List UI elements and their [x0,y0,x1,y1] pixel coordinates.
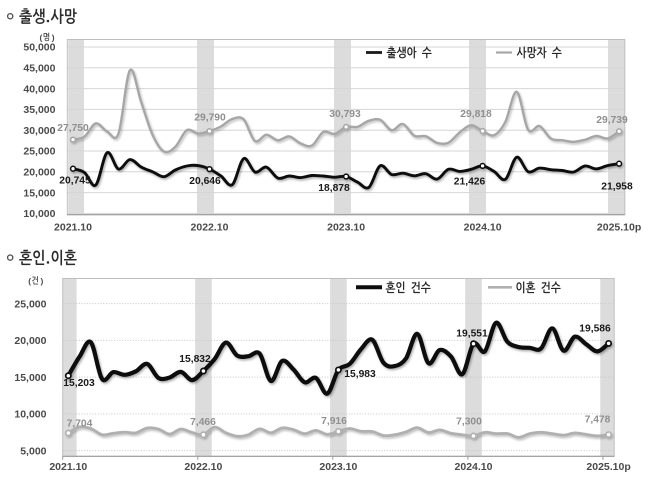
svg-text:7,704: 7,704 [67,418,93,429]
svg-text:15,000: 15,000 [23,187,55,199]
svg-text:20,000: 20,000 [14,335,46,347]
svg-text:): ) [52,33,55,43]
svg-text:2021.10: 2021.10 [54,222,92,234]
svg-text:21,426: 21,426 [454,177,486,188]
svg-text:5,000: 5,000 [20,445,46,457]
svg-text:7,300: 7,300 [456,417,482,428]
svg-text:20,000: 20,000 [23,167,55,179]
svg-text:2023.10: 2023.10 [319,461,357,473]
svg-text:45,000: 45,000 [23,63,55,75]
svg-text:30,000: 30,000 [23,125,55,137]
svg-text:29,790: 29,790 [194,112,226,123]
svg-text:(: ( [40,33,43,43]
svg-text:15,832: 15,832 [179,354,211,365]
svg-text:2022.10: 2022.10 [184,461,222,473]
svg-text:7,478: 7,478 [585,414,611,425]
svg-text:50,000: 50,000 [23,42,55,54]
svg-text:40,000: 40,000 [23,83,55,95]
svg-text:29,739: 29,739 [596,115,628,126]
svg-text:19,586: 19,586 [579,324,611,335]
svg-text:7,916: 7,916 [321,416,347,427]
svg-text:25,000: 25,000 [23,146,55,158]
svg-text:10,000: 10,000 [23,208,55,220]
svg-text:(: ( [28,276,31,286]
svg-text:): ) [41,276,44,286]
svg-text:7,466: 7,466 [190,417,216,428]
svg-text:15,203: 15,203 [63,378,95,389]
svg-text:2024.10: 2024.10 [464,222,502,234]
svg-text:27,750: 27,750 [57,123,89,134]
svg-text:29,818: 29,818 [460,109,492,120]
svg-text:25,000: 25,000 [14,298,46,310]
svg-text:30,793: 30,793 [329,109,361,120]
svg-text:2024.10: 2024.10 [455,461,493,473]
svg-text:20,745: 20,745 [59,176,91,187]
svg-text:2025.10p: 2025.10p [586,461,630,473]
svg-text:15,983: 15,983 [344,369,376,380]
svg-text:10,000: 10,000 [14,409,46,421]
svg-text:2025.10p: 2025.10p [597,222,641,234]
svg-text:2023.10: 2023.10 [327,222,365,234]
svg-text:18,878: 18,878 [318,183,350,194]
svg-text:2022.10: 2022.10 [191,222,229,234]
svg-text:35,000: 35,000 [23,104,55,116]
svg-text:21,958: 21,958 [601,182,633,193]
svg-text:20,646: 20,646 [189,176,221,187]
svg-text:2021.10: 2021.10 [49,461,87,473]
svg-text:19,551: 19,551 [456,329,488,340]
svg-text:15,000: 15,000 [14,372,46,384]
